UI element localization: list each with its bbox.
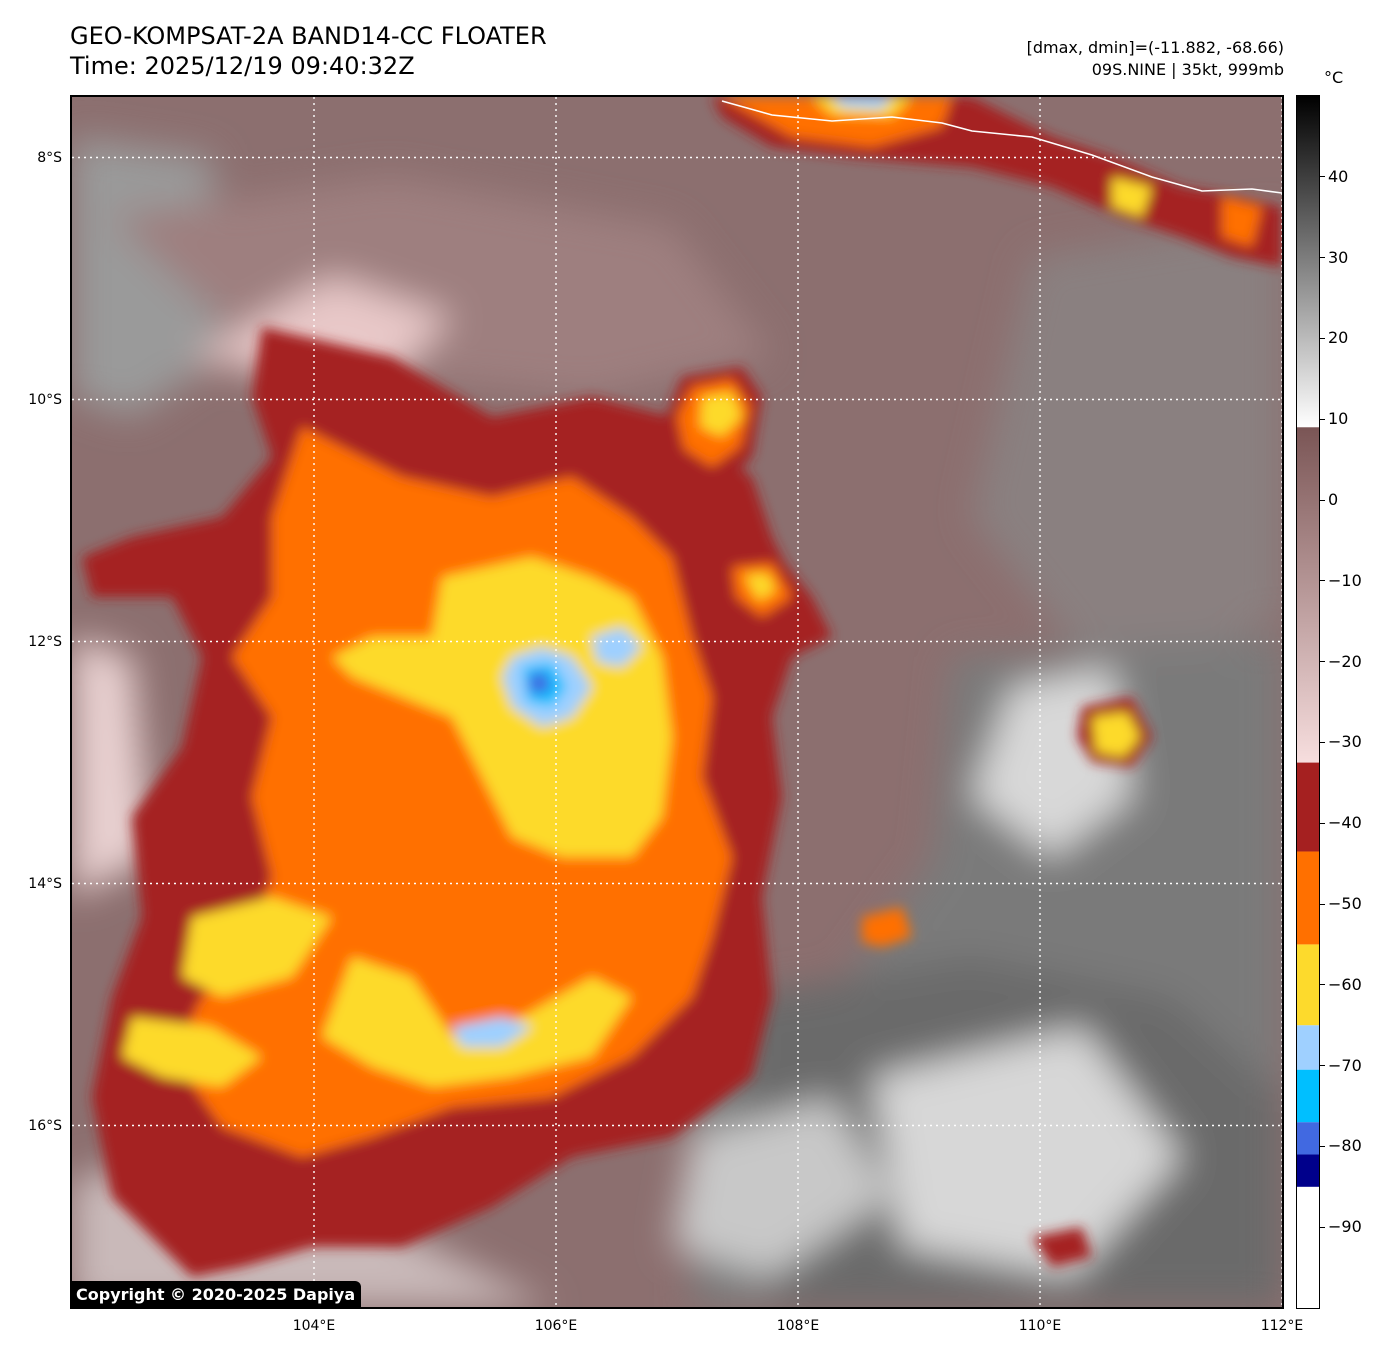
lon-label-110e: 110°E xyxy=(1018,1318,1062,1334)
storm-cloud-shield xyxy=(82,327,1152,1277)
colorbar-tick xyxy=(1320,1065,1325,1067)
ir-imagery xyxy=(72,97,1282,1307)
colorbar-segment xyxy=(1297,1122,1319,1155)
lat-label-16s: 16°S xyxy=(28,1117,62,1134)
colorbar-segment xyxy=(1297,944,1319,1026)
background-texture xyxy=(72,137,1282,1307)
northern-convection xyxy=(712,97,1282,267)
colorbar-tick xyxy=(1320,903,1325,905)
colorbar-tick xyxy=(1320,176,1325,178)
colorbar-segment xyxy=(1297,1069,1319,1123)
colorbar-tick-label: −40 xyxy=(1328,813,1362,833)
colorbar-tick-label: −30 xyxy=(1328,732,1362,752)
colorbar-tick-label: −10 xyxy=(1328,570,1362,590)
lat-label-10s: 10°S xyxy=(28,391,62,408)
colorbar-tick xyxy=(1320,661,1325,663)
storm-info: 09S.NINE | 35kt, 999mb xyxy=(1091,60,1284,79)
colorbar-gray-segment xyxy=(1297,96,1319,428)
lat-label-14s: 14°S xyxy=(28,875,62,892)
colorbar-tick-label: 0 xyxy=(1328,490,1339,509)
colorbar-tick xyxy=(1320,418,1325,420)
lat-lon-grid xyxy=(72,97,1282,1307)
colorbar-tick xyxy=(1320,1145,1325,1147)
colorbar-tick xyxy=(1320,984,1325,986)
lon-label-112e: 112°E xyxy=(1260,1318,1304,1334)
map-timestamp: Time: 2025/12/19 09:40:32Z xyxy=(70,52,415,80)
colorbar-tick-label: −60 xyxy=(1328,974,1362,994)
colorbar-tick-label: 10 xyxy=(1328,409,1349,429)
colorbar-segment xyxy=(1297,1025,1319,1070)
colorbar-tick xyxy=(1320,822,1325,824)
colorbar-tick-label: 40 xyxy=(1328,166,1349,186)
colorbar-tick-label: 20 xyxy=(1328,328,1349,348)
colorbar-unit: °C xyxy=(1324,68,1344,87)
colorbar-tick-label: −20 xyxy=(1328,651,1362,671)
colorbar-tick-label: −80 xyxy=(1328,1136,1362,1156)
copyright-notice: Copyright © 2020-2025 Dapiya xyxy=(70,1281,362,1309)
colorbar xyxy=(1296,95,1320,1309)
colorbar-tick-label: 30 xyxy=(1328,247,1349,267)
data-range-readout: [dmax, dmin]=(-11.882, -68.66) xyxy=(1026,38,1284,57)
colorbar-tick-label: −90 xyxy=(1328,1217,1362,1237)
colorbar-scale xyxy=(1297,96,1319,1308)
colorbar-tick xyxy=(1320,580,1325,582)
lon-label-104e: 104°E xyxy=(292,1318,336,1334)
lon-label-106e: 106°E xyxy=(534,1318,578,1334)
colorbar-segment xyxy=(1297,1154,1319,1187)
colorbar-tick-label: −50 xyxy=(1328,894,1362,913)
lon-label-108e: 108°E xyxy=(776,1318,820,1334)
coastline xyxy=(721,100,1282,194)
colorbar-segment xyxy=(1297,851,1319,945)
map-title: GEO-KOMPSAT-2A BAND14-CC FLOATER xyxy=(70,22,547,50)
colorbar-ir-segment xyxy=(1297,427,1319,763)
colorbar-tick xyxy=(1320,257,1325,259)
colorbar-tick xyxy=(1320,1226,1325,1228)
colorbar-tick xyxy=(1320,499,1325,501)
colorbar-tick xyxy=(1320,337,1325,339)
colorbar-segment xyxy=(1297,762,1319,852)
satellite-map[interactable] xyxy=(70,95,1284,1309)
lat-label-12s: 12°S xyxy=(28,633,62,650)
colorbar-tick xyxy=(1320,741,1325,743)
colorbar-segment xyxy=(1297,1186,1319,1308)
lat-label-8s: 8°S xyxy=(37,149,62,166)
colorbar-tick-label: −70 xyxy=(1328,1055,1362,1075)
